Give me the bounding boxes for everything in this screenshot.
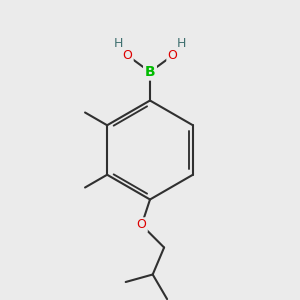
Text: O: O — [137, 218, 146, 232]
Text: B: B — [145, 65, 155, 79]
Text: O: O — [123, 49, 132, 62]
Text: H: H — [114, 37, 123, 50]
Text: H: H — [177, 37, 186, 50]
Text: O: O — [168, 49, 177, 62]
